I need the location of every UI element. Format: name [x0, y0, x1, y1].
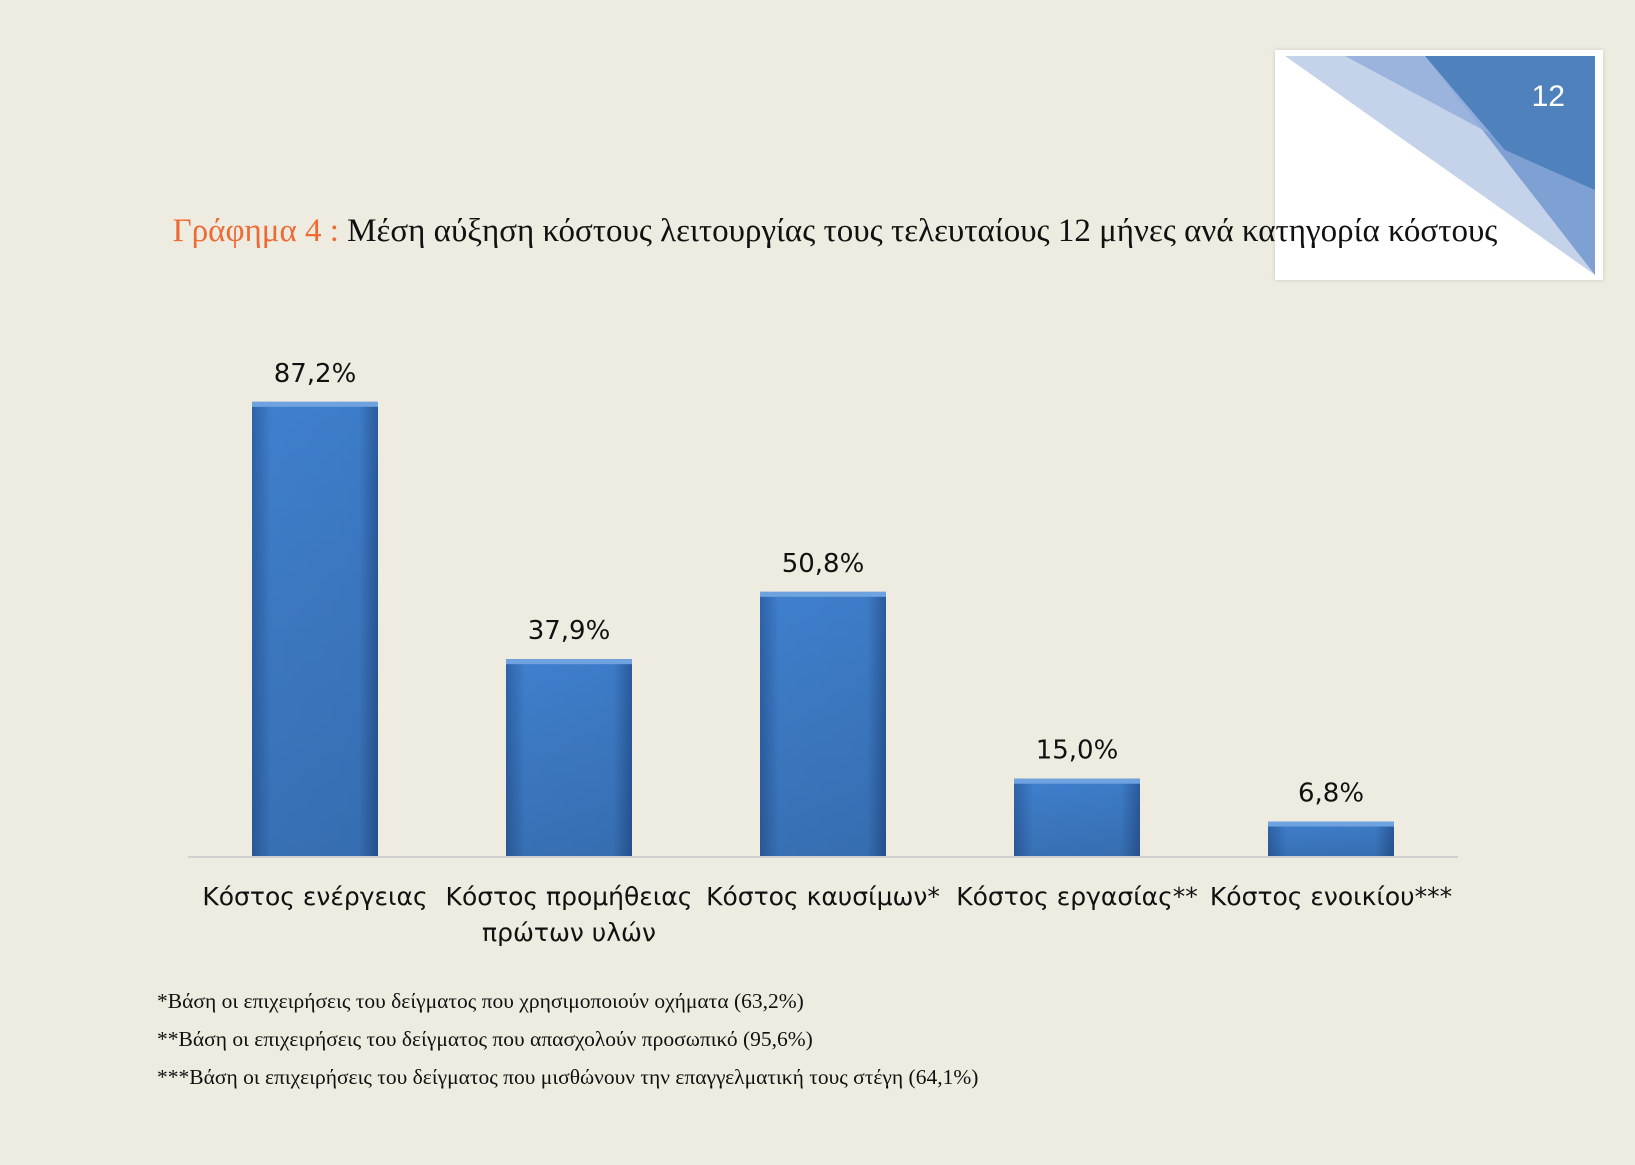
- bar-shading: [506, 659, 632, 857]
- page-number: 12: [1531, 80, 1565, 113]
- data-label: 15,0%: [1036, 736, 1119, 766]
- bar-shading: [1014, 778, 1140, 857]
- bar-shading: [252, 401, 378, 857]
- footnote: **Βάση οι επιχειρήσεις του δείγματος που…: [157, 1027, 813, 1051]
- footnote: ***Βάση οι επιχειρήσεις του δείγματος πο…: [157, 1065, 979, 1089]
- category-label: Κόστος προμήθειας: [446, 882, 693, 911]
- data-label: 37,9%: [528, 616, 611, 646]
- footnotes: *Βάση οι επιχειρήσεις του δείγματος που …: [157, 982, 978, 1096]
- chart-labels: 87,2% Κόστος ενέργειας 37,9% Κόστος προμήθε…: [202, 359, 1452, 947]
- category-label: Κόστος εργασίας**: [956, 882, 1198, 911]
- data-label: 6,8%: [1298, 779, 1364, 809]
- data-label: 87,2%: [274, 359, 357, 389]
- bar-shading: [760, 591, 886, 857]
- corner-decoration: 12: [1275, 50, 1603, 280]
- bar-top-highlight: [506, 659, 632, 665]
- bar-top-highlight: [760, 591, 886, 597]
- category-label: πρώτων υλών: [482, 918, 656, 947]
- bar-top-highlight: [1014, 778, 1140, 784]
- category-label: Κόστος ενέργειας: [202, 882, 427, 911]
- category-label: Κόστος καυσίμων*: [706, 882, 940, 911]
- corner-triangles: [1285, 56, 1595, 275]
- bar-top-highlight: [252, 401, 378, 407]
- data-label: 50,8%: [782, 549, 865, 579]
- chart-title-prefix: Γράφημα 4 :: [172, 213, 339, 249]
- chart-title: Γράφημα 4 : Μέση αύξηση κόστους λειτουργ…: [150, 202, 1520, 260]
- bar-top-highlight: [1268, 821, 1394, 827]
- chart-bars: [252, 401, 1394, 857]
- footnote: *Βάση οι επιχειρήσεις του δείγματος που …: [157, 989, 804, 1013]
- chart-title-text: Μέση αύξηση κόστους λειτουργίας τους τελ…: [347, 213, 1498, 249]
- bar-shading: [1268, 821, 1394, 857]
- bar-chart: 87,2% Κόστος ενέργειας 37,9% Κόστος προμήθε…: [188, 359, 1458, 947]
- category-label: Κόστος ενοικίου***: [1210, 882, 1452, 911]
